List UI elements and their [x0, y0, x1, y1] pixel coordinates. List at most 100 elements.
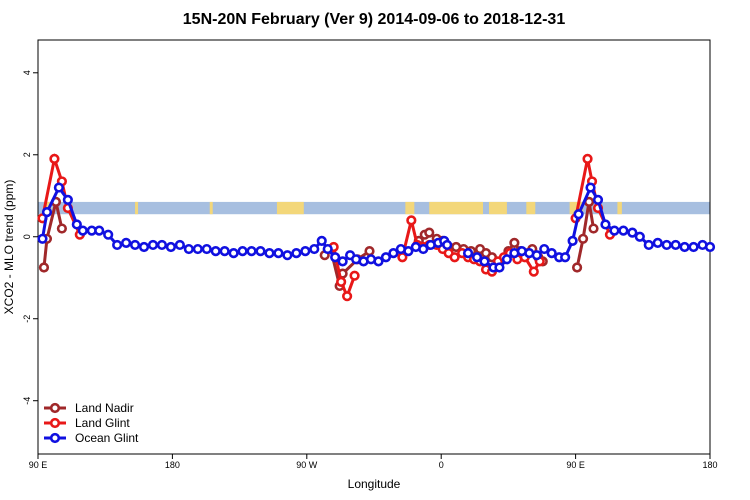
data-point: [560, 252, 571, 263]
data-point: [300, 245, 311, 257]
land-ocean-band: [38, 201, 710, 215]
data-point: [373, 256, 384, 267]
data-point: [219, 245, 230, 257]
data-point: [618, 225, 629, 236]
data-point: [494, 262, 505, 273]
legend-label: Ocean Glint: [75, 431, 139, 445]
land-segment: [276, 201, 304, 215]
data-point: [528, 266, 539, 277]
data-point: [156, 239, 168, 251]
data-point: [567, 235, 578, 246]
data-point: [56, 223, 67, 234]
ocean-band: [38, 201, 710, 215]
data-point: [364, 245, 375, 257]
data-point: [336, 276, 347, 287]
data-point: [192, 243, 203, 255]
data-point: [609, 225, 620, 236]
y-tick-label: 2: [22, 152, 32, 157]
land-segment: [209, 201, 213, 215]
data-point: [94, 225, 105, 236]
data-point: [71, 219, 82, 230]
data-point: [403, 245, 414, 257]
chart-title: 15N-20N February (Ver 9) 2014-09-06 to 2…: [183, 11, 566, 28]
data-point: [380, 252, 392, 263]
data-point: [501, 254, 513, 265]
data-point: [309, 243, 320, 255]
data-point: [103, 229, 114, 240]
y-tick-label: 0: [22, 234, 32, 239]
data-point: [342, 291, 353, 302]
data-point: [592, 194, 604, 205]
data-point: [112, 239, 123, 251]
data-point: [600, 219, 611, 230]
data-point: [53, 182, 65, 193]
series-ocean-glint: [37, 182, 716, 273]
legend-label: Land Glint: [75, 416, 130, 430]
legend-marker: [49, 417, 61, 429]
data-point: [62, 194, 73, 205]
data-point: [627, 227, 638, 238]
y-tick-label: -2: [22, 315, 32, 323]
land-segment: [617, 201, 622, 215]
data-point: [183, 243, 194, 255]
land-segment: [526, 201, 536, 215]
data-point: [121, 237, 132, 249]
series-line: [42, 201, 64, 268]
data-point: [585, 182, 596, 193]
y-tick-label: 4: [22, 70, 32, 75]
data-point: [264, 248, 275, 259]
data-point: [38, 262, 50, 273]
series-layer: [37, 153, 716, 302]
land-segment: [405, 201, 415, 215]
data-point: [165, 241, 177, 253]
data-point: [228, 248, 239, 259]
data-point: [571, 262, 583, 273]
x-tick-label: 0: [439, 460, 444, 470]
data-point: [471, 252, 483, 263]
series-line: [575, 201, 595, 268]
data-point: [643, 239, 654, 251]
land-segment: [488, 201, 507, 215]
data-point: [449, 252, 460, 263]
data-point: [670, 239, 681, 251]
land-segment: [135, 201, 139, 215]
data-point: [255, 245, 266, 257]
data-point: [661, 239, 672, 251]
data-point: [174, 239, 185, 251]
data-point: [49, 153, 60, 164]
data-point: [704, 241, 716, 253]
land-segment: [429, 201, 484, 215]
data-point: [349, 270, 360, 281]
data-point: [509, 237, 520, 249]
legend-marker: [49, 402, 61, 414]
data-point: [322, 243, 333, 255]
data-point: [462, 248, 474, 259]
y-axis-label: XCO2 - MLO trend (ppm): [2, 180, 16, 315]
x-tick-label: 180: [702, 460, 717, 470]
x-tick-label: 180: [165, 460, 180, 470]
data-point: [210, 245, 221, 257]
series-line: [332, 246, 356, 301]
data-point: [201, 243, 212, 255]
legend-marker: [49, 432, 61, 444]
x-axis-label: Longitude: [348, 477, 401, 491]
data-point: [147, 239, 159, 251]
legend-label: Land Nadir: [75, 401, 134, 415]
data-point: [282, 250, 293, 261]
data-point: [337, 256, 348, 267]
x-tick-label: 90 E: [29, 460, 48, 470]
data-point: [582, 153, 593, 164]
data-point: [688, 241, 699, 253]
data-point: [418, 243, 429, 255]
data-point: [546, 248, 557, 259]
data-point: [539, 243, 550, 255]
y-tick-label: -4: [22, 397, 32, 405]
data-point: [442, 239, 453, 251]
x-axis: 90 E 180 90 W 0 90 E 180: [29, 454, 718, 470]
data-point: [37, 233, 48, 244]
series-land-glint: [37, 153, 616, 302]
data-point: [588, 223, 599, 234]
data-point: [138, 241, 150, 253]
